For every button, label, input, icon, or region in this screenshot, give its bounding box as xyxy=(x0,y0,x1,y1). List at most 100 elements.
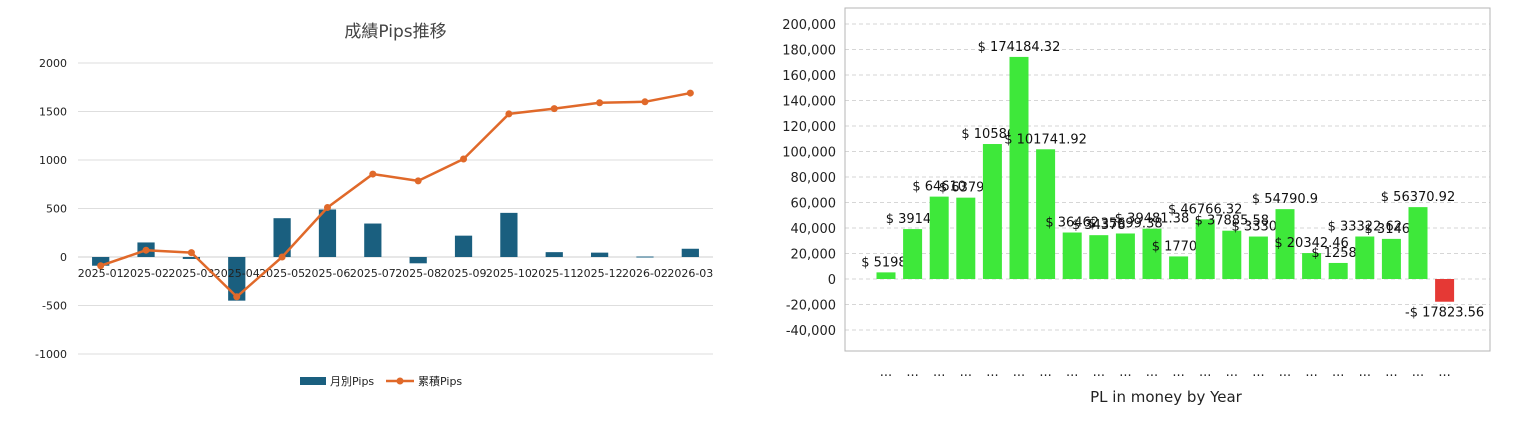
x-tick-label: 2025-06 xyxy=(304,267,350,280)
bar-data-label: $ 33322.62 xyxy=(1328,220,1402,235)
x-tick-label: 2025-11 xyxy=(531,267,577,280)
profit-bar xyxy=(1275,209,1295,279)
bar-data-label: $ 17701 xyxy=(1152,239,1206,254)
profit-bar xyxy=(1142,228,1162,279)
pips-bar xyxy=(545,252,563,257)
profit-bar xyxy=(1248,236,1268,279)
pl-chart-panel: 200,000 180,000 160,000 140,000 120,000 100,0… xyxy=(757,0,1514,423)
x-tick-label: ... xyxy=(1226,365,1238,380)
bar-data-label: $ 39481.38 xyxy=(1115,212,1189,227)
x-tick-label: 2026-03 xyxy=(667,267,713,280)
x-tick-label: ... xyxy=(1013,365,1025,380)
pips-bar xyxy=(681,248,699,257)
profit-bar xyxy=(1408,207,1428,279)
legend-label: 月別Pips xyxy=(330,375,374,388)
chart-title: 成績Pips推移 xyxy=(344,22,446,42)
pips-bar xyxy=(454,235,473,257)
pips-bar xyxy=(590,252,609,257)
profit-bar xyxy=(1089,235,1109,279)
y-tick-label: 1000 xyxy=(39,154,67,167)
x-tick-label: ... xyxy=(1385,365,1397,380)
x-tick-label: ... xyxy=(1359,365,1371,380)
bar-data-label: $ 174184.32 xyxy=(978,40,1061,55)
pips-chart: 成績Pips推移 2000 1500 1000 500 0 -500 -1000 2025-01… xyxy=(35,22,713,388)
x-tick-label: 2026-02 xyxy=(622,267,668,280)
y-tick-label: 500 xyxy=(46,203,67,216)
y-tick-label: 140,000 xyxy=(782,95,836,110)
x-tick-label: 2025-05 xyxy=(259,267,305,280)
profit-bar xyxy=(956,197,976,279)
profit-bar xyxy=(1222,230,1242,279)
x-tick-label: ... xyxy=(1146,365,1158,380)
bar-data-label: $ 31464 xyxy=(1365,222,1419,237)
y-tick-label: 100,000 xyxy=(782,146,836,161)
x-tick-label: ... xyxy=(1252,365,1264,380)
cumulative-point xyxy=(641,98,649,106)
cumulative-point xyxy=(550,105,558,113)
pips-bar xyxy=(182,257,201,259)
profit-bar xyxy=(1302,253,1322,279)
x-tick-label: 2025-12 xyxy=(577,267,623,280)
profit-bar xyxy=(982,144,1002,279)
y-tick-label: 1500 xyxy=(39,106,67,119)
x-tick-label: ... xyxy=(1412,365,1424,380)
pips-chart-panel: 成績Pips推移 2000 1500 1000 500 0 -500 -1000 2025-01… xyxy=(0,0,757,423)
x-tick-label: 2025-02 xyxy=(123,267,169,280)
plot-frame xyxy=(844,7,1491,352)
x-tick-label: ... xyxy=(1172,365,1184,380)
profit-bar xyxy=(929,196,949,279)
bar-data-label: $ 101741.92 xyxy=(1004,132,1087,147)
cumulative-point xyxy=(686,89,694,97)
pl-chart: 200,000 180,000 160,000 140,000 120,000 100,0… xyxy=(782,7,1491,406)
bar-data-label: $ 36462 xyxy=(1045,216,1099,231)
pips-bar xyxy=(273,218,291,257)
cumulative-point xyxy=(142,246,150,254)
x-tick-label: 2025-08 xyxy=(395,267,441,280)
profit-bar xyxy=(1062,232,1082,279)
cumulative-point xyxy=(414,177,422,185)
cumulative-point xyxy=(323,204,331,212)
x-tick-label: 2025-04 xyxy=(214,267,260,280)
cumulative-point xyxy=(505,110,513,118)
cumulative-point xyxy=(369,170,377,178)
cumulative-line xyxy=(100,91,691,299)
bar-data-label: -$ 17823.56 xyxy=(1405,306,1484,321)
x-tick-label: 2025-10 xyxy=(486,267,532,280)
legend-swatch-bar xyxy=(300,377,326,385)
x-tick-label: ... xyxy=(906,365,918,380)
bar-data-label: $ 37885.58 xyxy=(1195,214,1269,229)
bar-data-label: $ 33301 xyxy=(1232,220,1286,235)
legend-swatch-marker xyxy=(396,377,404,385)
pips-bar xyxy=(409,257,427,264)
cumulative-point xyxy=(460,155,468,163)
pips-bar xyxy=(228,257,246,301)
loss-bar xyxy=(1435,279,1455,302)
y-tick-label: 2000 xyxy=(39,57,67,70)
x-tick-label: ... xyxy=(1305,365,1317,380)
profit-bar xyxy=(1355,236,1375,279)
bar-data-label: $ 46766.32 xyxy=(1168,202,1242,217)
x-tick-label: 2025-03 xyxy=(168,267,214,280)
y-tick-label: 0 xyxy=(60,251,67,264)
bar-data-label: $ 34378 xyxy=(1072,218,1126,233)
y-tick-label: 40,000 xyxy=(791,222,837,237)
y-tick-label: 180,000 xyxy=(782,44,836,59)
x-tick-label: ... xyxy=(1119,365,1131,380)
profit-bar xyxy=(1115,233,1135,279)
x-tick-label: 2025-07 xyxy=(350,267,396,280)
bar-data-label: $ 39146 xyxy=(886,212,940,227)
profit-bar xyxy=(1036,149,1056,279)
pips-bar xyxy=(364,223,382,257)
y-tick-label: -20,000 xyxy=(786,299,836,314)
x-tick-label: ... xyxy=(1438,365,1450,380)
pips-bar xyxy=(500,212,518,257)
x-tick-label: ... xyxy=(960,365,972,380)
profit-bar xyxy=(1009,56,1029,279)
y-tick-label: 200,000 xyxy=(782,18,836,33)
pips-bar xyxy=(92,257,110,266)
cumulative-point xyxy=(278,253,286,261)
cumulative-point xyxy=(187,249,195,257)
bar-data-label: $ 105866 xyxy=(961,127,1023,142)
bar-data-label: $ 5198. xyxy=(861,255,911,270)
x-tick-label: ... xyxy=(1066,365,1078,380)
